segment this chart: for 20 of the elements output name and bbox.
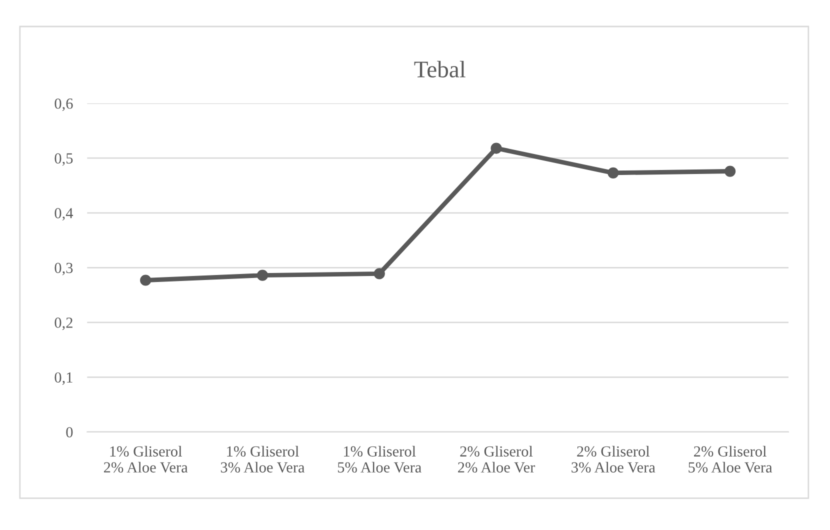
y-tick-label: 0 — [66, 427, 73, 438]
point — [608, 167, 619, 178]
x-tick-label: 1% Gliserol 3% Aloe Vera — [220, 446, 305, 473]
y-tick-label: 0,3 — [54, 262, 73, 276]
point — [256, 270, 268, 281]
point — [490, 142, 502, 154]
y-tick-label: 0,2 — [54, 318, 72, 330]
point — [374, 268, 385, 280]
y-tick-label: 0,4 — [54, 208, 74, 221]
x-tick-label: 2% Gliserol 3% Aloe Vera — [572, 446, 656, 473]
y-tick-label: 0,6 — [54, 98, 73, 111]
y-tick-label: 0,5 — [54, 153, 73, 166]
x-tick-label: 2% Gliserol 2% Aloe Ver — [458, 446, 536, 473]
x-tick-label: 2% Gliserol 5% Aloe Vera — [688, 446, 772, 473]
point — [724, 166, 736, 177]
chart-title: Tebal — [414, 60, 466, 78]
y-tick-label: 0,1 — [54, 372, 72, 385]
x-tick-label: 1% Gliserol 2% Aloe Vera — [104, 446, 188, 473]
point — [140, 274, 152, 286]
x-tick-label: 1% Gliserol 5% Aloe Vera — [338, 446, 422, 473]
